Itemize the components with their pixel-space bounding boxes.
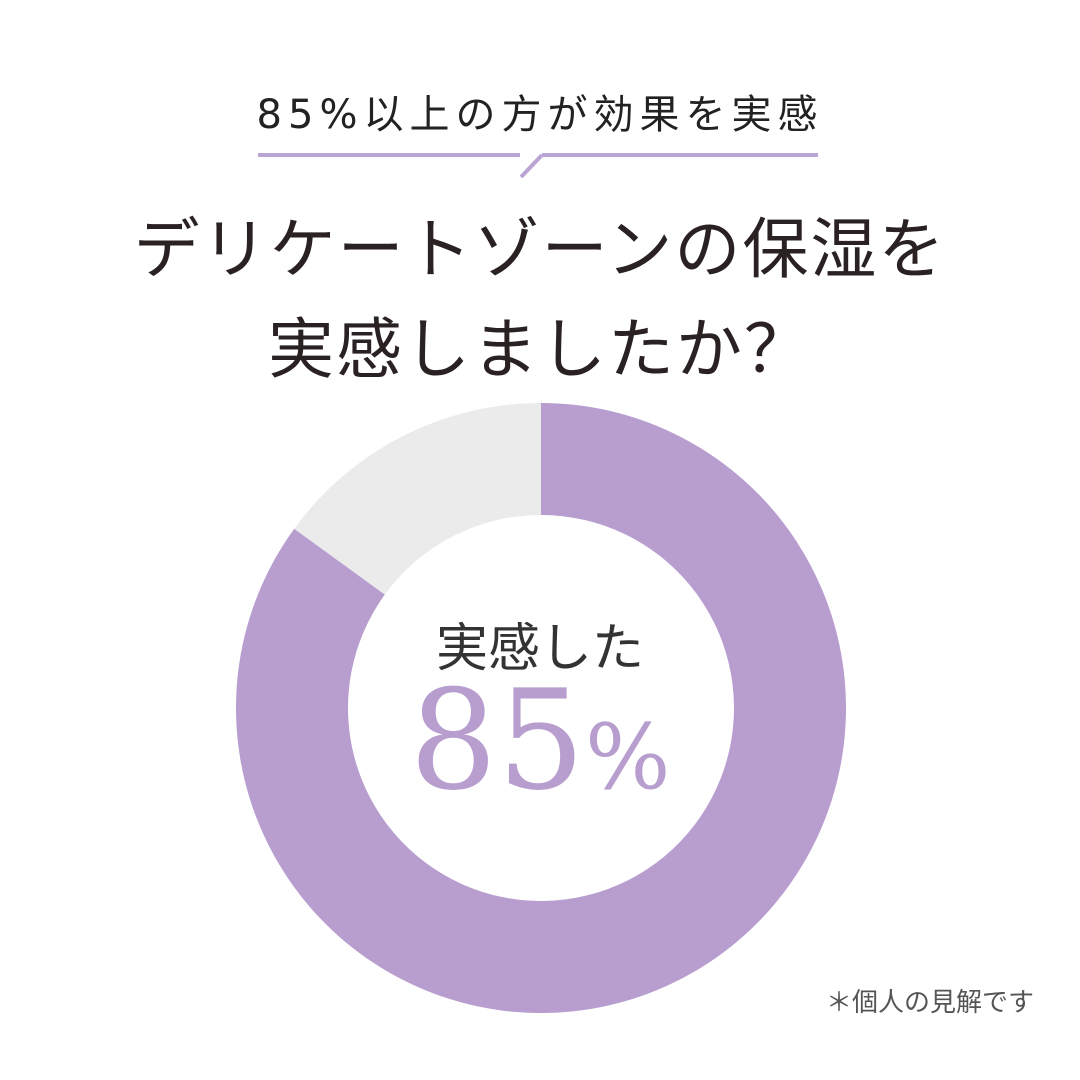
center-value: 85% xyxy=(0,660,1080,821)
donut-slice-felt xyxy=(236,403,847,1014)
title-line-1: デリケートゾーンの保湿を xyxy=(133,211,947,288)
footnote: ＊個人の見解です xyxy=(825,988,1034,1018)
donut-chart xyxy=(236,403,847,1014)
center-label: 実感した xyxy=(435,619,644,679)
callout-slash xyxy=(519,153,544,179)
center-number: 85 xyxy=(409,660,586,821)
subtitle: 85%以上の方が効果を実感 xyxy=(256,92,824,138)
center-unit: % xyxy=(585,705,671,810)
underline-callout xyxy=(258,153,818,179)
donut-slice-rest xyxy=(294,403,541,595)
title-line-2: 実感しましたか？ xyxy=(268,311,812,388)
